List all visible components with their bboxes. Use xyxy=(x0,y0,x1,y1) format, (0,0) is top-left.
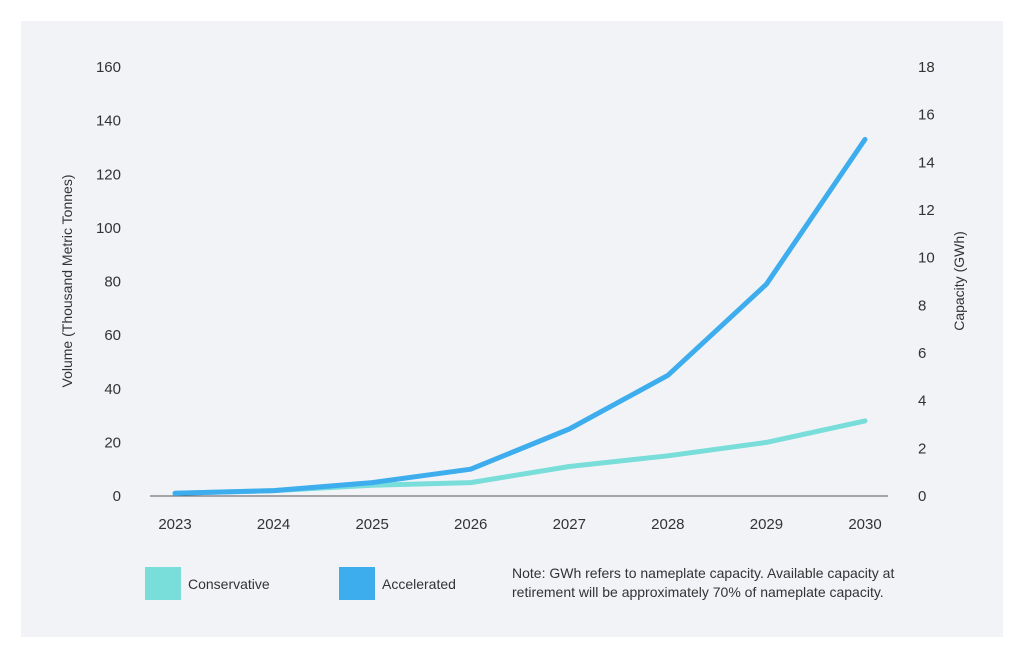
y2-tick-label: 16 xyxy=(918,107,935,124)
y2-axis-title: Capacity (GWh) xyxy=(951,231,967,331)
x-tick-label: 2027 xyxy=(553,516,586,533)
legend-label-conservative: Conservative xyxy=(188,576,270,592)
y-tick-label: 160 xyxy=(96,59,121,76)
legend-swatch-conservative xyxy=(145,567,181,600)
x-tick-label: 2030 xyxy=(848,516,881,533)
series-line-conservative xyxy=(172,418,868,496)
legend-label-accelerated: Accelerated xyxy=(382,576,456,592)
y2-tick-label: 14 xyxy=(918,154,935,171)
y2-tick-label: 12 xyxy=(918,202,935,219)
x-axis-ticks: 2023 2024 2025 2026 2027 2028 2029 2030 xyxy=(158,516,881,533)
x-tick-label: 2028 xyxy=(651,516,684,533)
x-tick-label: 2023 xyxy=(158,516,191,533)
y-tick-label: 120 xyxy=(96,166,121,183)
note-line-2: retirement will be approximately 70% of … xyxy=(512,584,884,600)
x-tick-label: 2025 xyxy=(355,516,388,533)
y2-tick-label: 2 xyxy=(918,440,926,457)
y2-tick-label: 10 xyxy=(918,250,935,267)
y-tick-label: 100 xyxy=(96,220,121,237)
left-axis-ticks: 0 20 40 60 80 100 120 140 160 xyxy=(96,59,121,505)
x-tick-label: 2029 xyxy=(750,516,783,533)
y-tick-label: 60 xyxy=(104,327,121,344)
y2-tick-label: 8 xyxy=(918,297,926,314)
y-tick-label: 0 xyxy=(113,488,121,505)
y-axis-title: Volume (Thousand Metric Tonnes) xyxy=(59,175,75,388)
y2-tick-label: 0 xyxy=(918,488,926,505)
y2-tick-label: 18 xyxy=(918,59,935,76)
y-tick-label: 80 xyxy=(104,274,121,291)
chart-panel xyxy=(21,21,1003,637)
y-tick-label: 140 xyxy=(96,113,121,130)
legend-swatch-accelerated xyxy=(339,567,375,600)
note-line-1: Note: GWh refers to nameplate capacity. … xyxy=(512,565,894,581)
y-tick-label: 40 xyxy=(104,381,121,398)
series-line-accelerated xyxy=(172,136,868,496)
y2-tick-label: 6 xyxy=(918,345,926,362)
right-axis-ticks: 0 2 4 6 8 10 12 14 16 18 xyxy=(918,59,935,505)
y-tick-label: 20 xyxy=(104,434,121,451)
x-tick-label: 2026 xyxy=(454,516,487,533)
series-lines xyxy=(172,136,868,496)
y2-tick-label: 4 xyxy=(918,393,926,410)
x-tick-label: 2024 xyxy=(257,516,290,533)
